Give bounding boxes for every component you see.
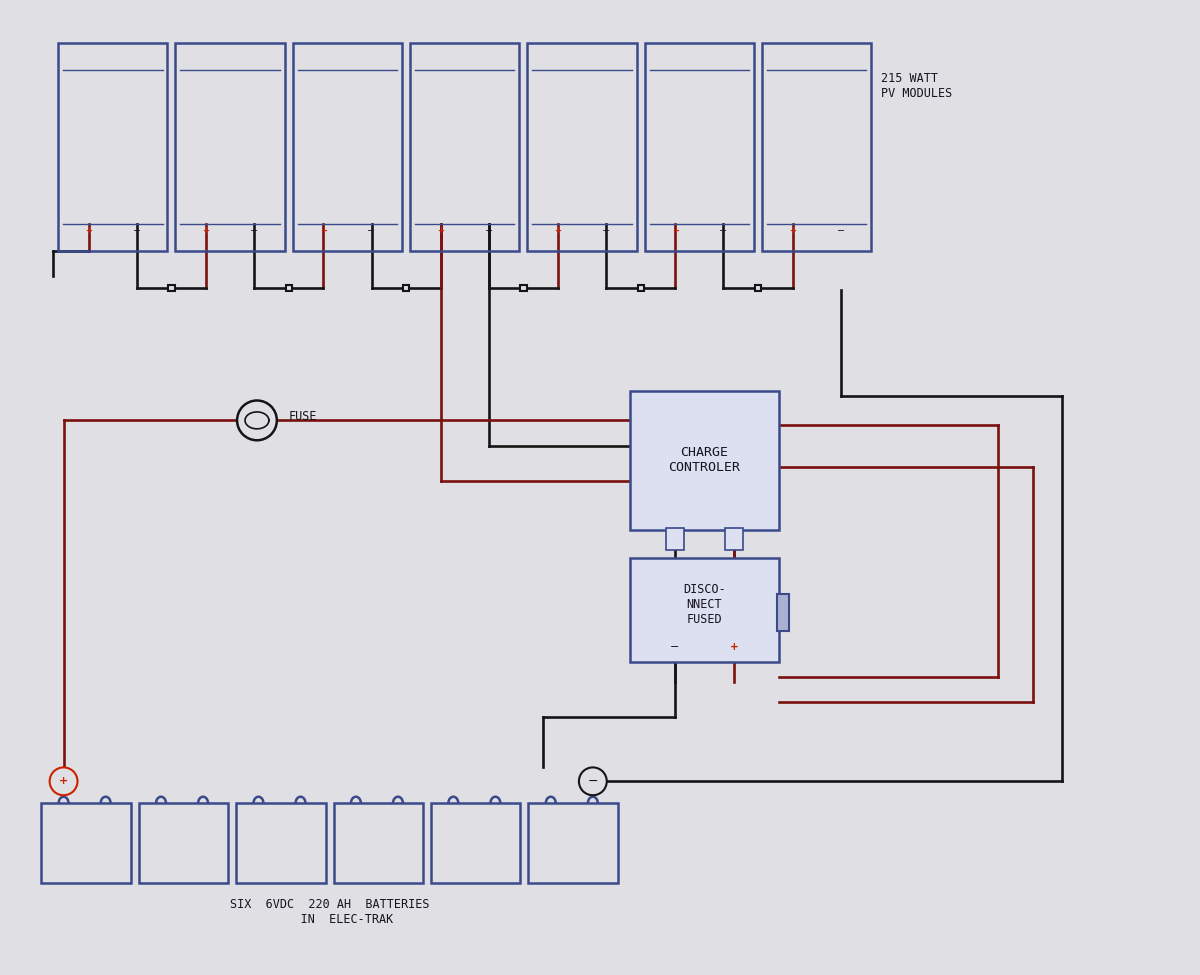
Bar — [762, 43, 871, 252]
Bar — [334, 803, 424, 882]
Text: +: + — [59, 776, 68, 786]
Circle shape — [238, 401, 277, 441]
Bar — [755, 285, 761, 292]
Text: +: + — [320, 226, 326, 236]
Bar — [410, 43, 520, 252]
Bar — [175, 43, 284, 252]
Bar — [637, 285, 644, 292]
Text: −: − — [133, 226, 140, 237]
Text: +: + — [672, 226, 679, 236]
Text: −: − — [367, 226, 376, 237]
Bar — [776, 594, 788, 631]
Text: FUSE: FUSE — [289, 410, 317, 423]
Bar — [528, 803, 618, 882]
Bar — [725, 527, 743, 550]
Text: −: − — [250, 226, 258, 237]
Bar — [139, 803, 228, 882]
Text: CHARGE
CONTROLER: CHARGE CONTROLER — [668, 447, 740, 474]
Text: +: + — [790, 226, 796, 236]
Text: −: − — [670, 643, 679, 652]
Bar — [630, 558, 779, 662]
Text: +: + — [730, 643, 739, 652]
Text: −: − — [836, 226, 845, 237]
Bar — [286, 285, 292, 292]
Bar — [58, 43, 168, 252]
Bar — [630, 391, 779, 529]
Text: −: − — [588, 775, 598, 788]
Text: +: + — [437, 226, 444, 236]
Bar — [293, 43, 402, 252]
Text: 215 WATT
PV MODULES: 215 WATT PV MODULES — [881, 72, 953, 100]
Text: +: + — [554, 226, 562, 236]
Bar — [528, 43, 637, 252]
Bar — [431, 803, 521, 882]
Circle shape — [578, 767, 607, 796]
Bar — [403, 285, 409, 292]
Bar — [236, 803, 325, 882]
Text: +: + — [85, 226, 92, 236]
Bar — [521, 285, 527, 292]
Bar — [41, 803, 131, 882]
Text: +: + — [203, 226, 210, 236]
Text: −: − — [720, 226, 727, 237]
Bar — [644, 43, 754, 252]
Bar — [168, 285, 175, 292]
Text: DISCO-
NNECT
FUSED: DISCO- NNECT FUSED — [683, 583, 726, 626]
Text: −: − — [602, 226, 611, 237]
Text: −: − — [485, 226, 493, 237]
Text: SIX  6VDC  220 AH  BATTERIES
     IN  ELEC-TRAK: SIX 6VDC 220 AH BATTERIES IN ELEC-TRAK — [229, 898, 430, 925]
Bar — [666, 527, 684, 550]
Circle shape — [49, 767, 78, 796]
